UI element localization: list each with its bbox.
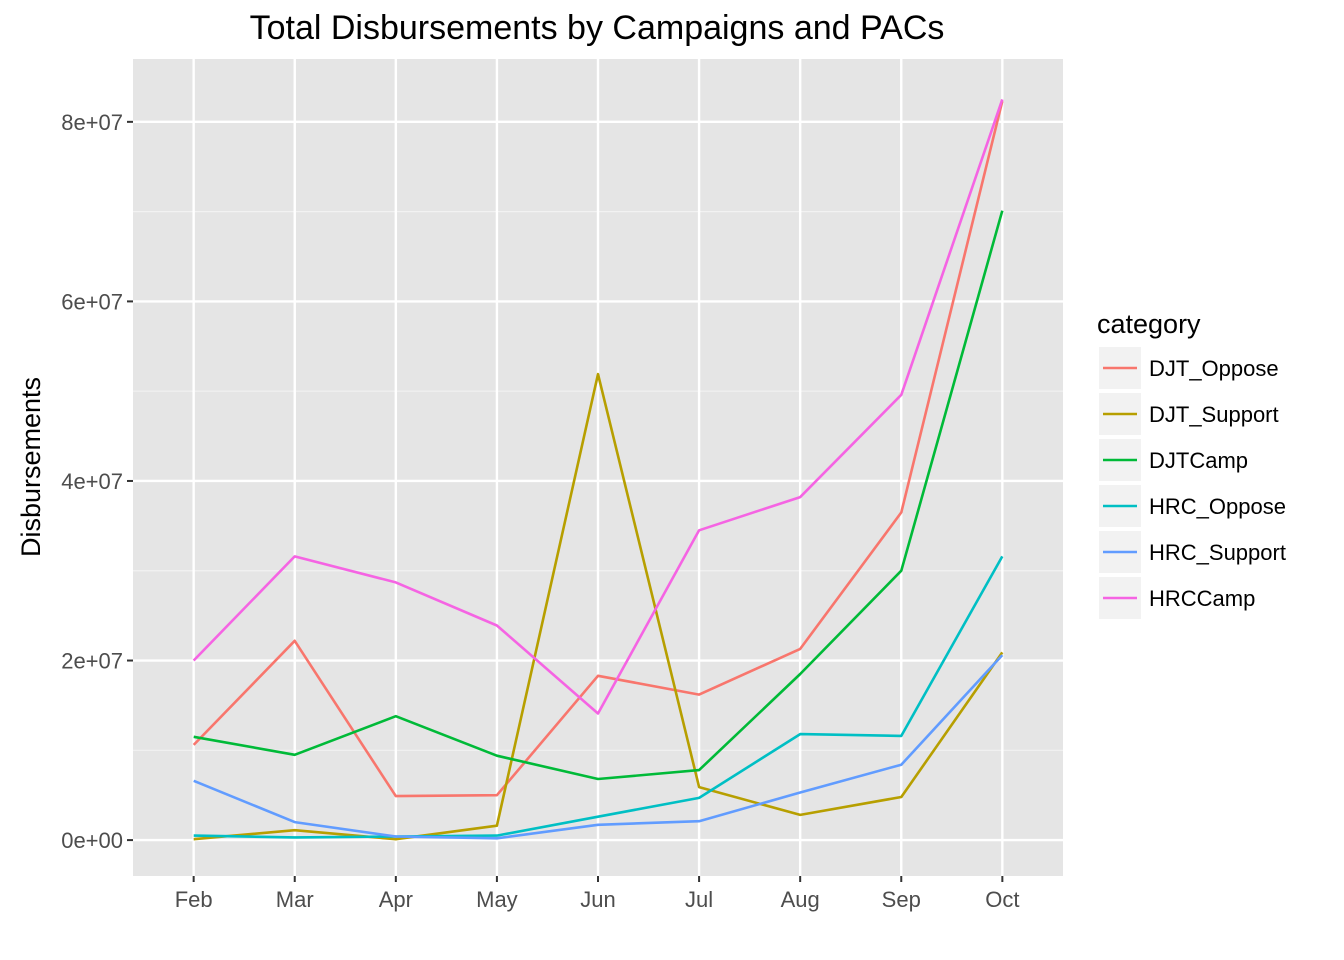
legend-label: HRC_Support xyxy=(1149,540,1286,565)
legend-label: DJT_Oppose xyxy=(1149,356,1279,381)
y-tick-label: 2e+07 xyxy=(61,649,123,674)
legend-label: HRCCamp xyxy=(1149,586,1255,611)
y-tick-label: 6e+07 xyxy=(61,289,123,314)
x-tick-label: Oct xyxy=(985,887,1019,912)
legend-label: HRC_Oppose xyxy=(1149,494,1286,519)
series-line-hrccamp xyxy=(192,98,1004,715)
x-axis: Feb Mar Apr May Jun Jul Aug Sep Oct xyxy=(175,876,1019,912)
series-line-djt-oppose xyxy=(192,100,1004,798)
y-tick-label: 4e+07 xyxy=(61,469,123,494)
x-tick-label: May xyxy=(476,887,518,912)
x-tick-label: Aug xyxy=(781,887,820,912)
x-tick-label: Feb xyxy=(175,887,213,912)
y-tick-label: 0e+00 xyxy=(61,828,123,853)
legend: category DJT_Oppose DJT_Support DJTCamp HRC… xyxy=(1097,309,1286,619)
x-tick-label: Mar xyxy=(276,887,314,912)
y-axis-title: Disbursements xyxy=(16,377,46,557)
x-tick-label: Jul xyxy=(685,887,713,912)
x-tick-label: Sep xyxy=(882,887,921,912)
y-axis: 0e+00 2e+07 4e+07 6e+07 8e+07 xyxy=(61,110,133,853)
x-tick-label: Jun xyxy=(580,887,615,912)
legend-label: DJTCamp xyxy=(1149,448,1248,473)
series-line-hrc-oppose xyxy=(193,555,1004,839)
series-line-hrc-support xyxy=(193,654,1004,840)
legend-title: category xyxy=(1097,309,1201,339)
x-tick-label: Apr xyxy=(379,887,413,912)
series-line-djtcamp xyxy=(193,210,1004,781)
legend-label: DJT_Support xyxy=(1149,402,1279,427)
major-gridlines xyxy=(133,59,1063,876)
y-tick-label: 8e+07 xyxy=(61,110,123,135)
series-lines xyxy=(192,98,1004,841)
chart-title: Total Disbursements by Campaigns and PAC… xyxy=(250,9,945,47)
series-line-djt-support xyxy=(193,372,1004,841)
